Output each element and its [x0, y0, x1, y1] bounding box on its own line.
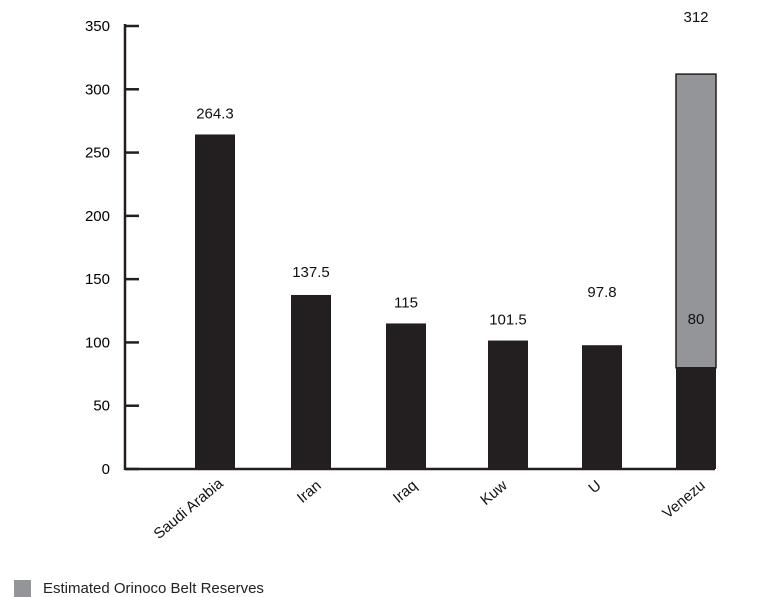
y-tick-label: 300	[85, 81, 110, 98]
bar-orinoco-reserves	[675, 73, 717, 369]
y-tick-label: 100	[85, 334, 110, 351]
data-label: 115	[394, 294, 418, 311]
bar-proven-reserves	[195, 134, 235, 469]
category-label: Iran	[294, 477, 325, 507]
bar-proven-reserves	[488, 340, 528, 469]
category-label: Kuw	[477, 477, 510, 509]
y-tick-label: 150	[85, 271, 110, 288]
bar-proven-reserves	[291, 294, 331, 469]
y-tick-label: 200	[85, 208, 110, 225]
data-labels: 264.3 137.5 115 101.5 97.8 312 80	[196, 9, 708, 328]
category-labels: Saudi Arabia Iran Iraq Kuw U Venezu	[150, 475, 708, 543]
data-label: 97.8	[587, 284, 616, 301]
bar-proven-reserves	[676, 367, 716, 469]
bar-proven-reserves	[386, 323, 426, 469]
data-label: 101.5	[489, 312, 527, 329]
inner-data-label: 80	[688, 311, 705, 328]
y-tick-label: 50	[93, 398, 110, 415]
category-label: Venezu	[659, 477, 708, 522]
category-label: U	[585, 477, 604, 497]
legend-label: Estimated Orinoco Belt Reserves	[43, 580, 264, 597]
y-tick-label: 250	[85, 145, 110, 162]
legend-swatch	[14, 580, 31, 597]
legend: Estimated Orinoco Belt Reserves	[14, 580, 264, 597]
y-tick-label: 350	[85, 18, 110, 35]
category-label: Iraq	[390, 477, 421, 507]
data-label: 264.3	[196, 105, 234, 122]
data-label: 312	[683, 9, 708, 26]
category-label: Saudi Arabia	[150, 475, 227, 543]
bar-proven-reserves	[582, 345, 622, 469]
bars	[195, 73, 717, 469]
y-tick-label: 0	[102, 461, 110, 478]
data-label: 137.5	[292, 264, 330, 281]
